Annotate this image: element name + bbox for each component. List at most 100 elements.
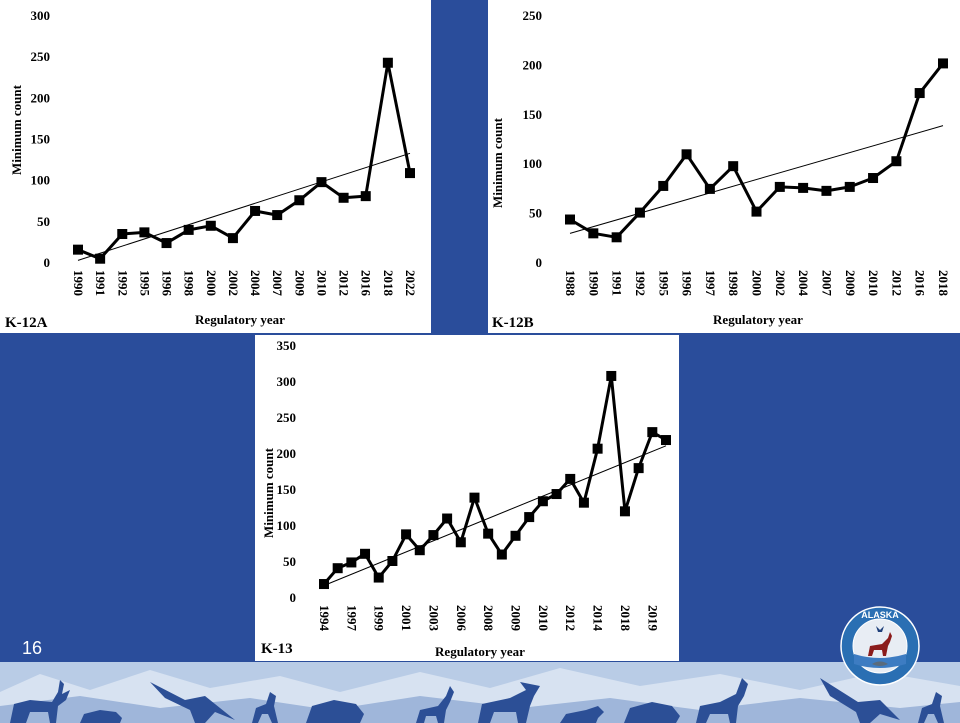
data-point	[611, 232, 622, 243]
data-point	[401, 529, 412, 540]
goat-icon	[918, 692, 944, 723]
x-tick-label: 1996	[160, 270, 175, 297]
data-point	[161, 238, 172, 249]
data-point	[798, 182, 809, 193]
y-tick-label: 0	[536, 255, 543, 270]
x-tick-label: 2012	[889, 270, 904, 296]
data-point	[360, 191, 371, 202]
data-point	[469, 492, 480, 503]
data-point	[537, 496, 548, 507]
bear-icon	[80, 710, 122, 723]
x-tick-label: 2003	[426, 605, 441, 632]
x-tick-label: 2018	[936, 270, 951, 297]
data-point	[117, 229, 128, 240]
x-tick-label: 2019	[645, 605, 660, 632]
x-tick-label: 2022	[403, 270, 418, 296]
data-point	[483, 528, 494, 539]
x-tick-label: 2006	[454, 605, 469, 632]
y-axis-title: Minimum count	[9, 84, 24, 175]
data-point	[661, 435, 671, 446]
data-point	[578, 497, 589, 508]
caribou-icon	[696, 678, 748, 723]
caribou-icon	[10, 680, 70, 723]
y-tick-label: 50	[37, 214, 50, 229]
data-point	[428, 530, 439, 541]
x-tick-label: 2009	[843, 270, 858, 297]
data-point	[633, 463, 644, 474]
x-tick-label: 2008	[481, 605, 496, 632]
data-point	[868, 173, 879, 184]
y-tick-label: 200	[31, 90, 51, 105]
y-tick-label: 100	[277, 518, 297, 533]
y-tick-label: 0	[290, 590, 297, 605]
data-point	[704, 183, 715, 194]
data-point	[592, 443, 603, 454]
x-tick-label: 1991	[610, 270, 625, 296]
data-point	[405, 168, 415, 179]
data-point	[524, 512, 535, 523]
data-point	[681, 149, 692, 160]
y-axis-title: Minimum count	[261, 447, 276, 538]
data-point	[844, 181, 855, 192]
caribou-icon	[416, 686, 454, 723]
data-point	[316, 177, 327, 188]
chart-panel-k12b: Minimum count Regulatory year K-12B 0 50 1…	[488, 0, 960, 333]
data-point	[821, 185, 832, 196]
wolf-icon	[560, 706, 604, 723]
x-tick-label: 2001	[399, 605, 414, 631]
data-point	[95, 253, 106, 264]
data-point	[73, 244, 83, 255]
data-point	[565, 473, 576, 484]
trend-line	[323, 445, 667, 586]
x-tick-label: 1999	[372, 605, 387, 632]
x-tick-label: 1996	[680, 270, 695, 297]
data-point	[588, 228, 599, 239]
goat-icon	[252, 692, 278, 723]
chart-panel-k12a: Minimum count Regulatory year K-12A 0 50 1…	[0, 0, 431, 333]
data-point	[914, 88, 925, 99]
data-point	[205, 220, 216, 231]
y-tick-label: 250	[523, 8, 543, 23]
data-point	[360, 548, 371, 559]
x-tick-label: 1997	[344, 605, 359, 632]
x-tick-label: 1990	[586, 270, 601, 296]
wildlife-banner	[0, 662, 960, 723]
data-point	[346, 557, 357, 568]
y-tick-label: 0	[44, 255, 51, 270]
x-tick-label: 1990	[71, 270, 86, 296]
x-tick-label: 2000	[750, 270, 765, 296]
bear-icon	[306, 700, 364, 723]
data-point	[619, 506, 630, 517]
y-tick-label: 300	[277, 374, 297, 389]
x-tick-label: 1992	[115, 270, 130, 296]
x-tick-label: 2004	[248, 270, 263, 297]
eagle-icon	[820, 678, 900, 723]
x-tick-label: 2012	[337, 270, 352, 296]
x-tick-label: 1998	[182, 270, 197, 297]
x-tick-label: 2010	[536, 605, 551, 631]
y-tick-label: 150	[523, 107, 543, 122]
x-tick-label: 1998	[726, 270, 741, 297]
caribou-icon	[868, 632, 892, 656]
x-tick-label: 1995	[656, 270, 671, 297]
x-tick-label: 2009	[509, 605, 524, 632]
chart-k12a: Minimum count Regulatory year K-12A 0 50 1…	[5, 8, 418, 331]
data-point	[774, 181, 785, 192]
y-tick-label: 50	[529, 206, 542, 221]
x-tick-label: 2002	[226, 270, 241, 296]
series-line	[322, 374, 667, 585]
data-point	[139, 227, 150, 238]
bear-icon	[624, 702, 680, 723]
data-point	[728, 161, 739, 172]
data-point	[382, 57, 393, 68]
slide-number: 16	[22, 638, 43, 658]
x-tick-label: 2000	[204, 270, 219, 296]
x-tick-label: 2016	[913, 270, 928, 297]
bird-icon	[876, 626, 884, 632]
x-tick-label: 1992	[633, 270, 648, 296]
y-tick-label: 150	[31, 132, 51, 147]
y-tick-label: 250	[31, 49, 51, 64]
x-axis-title: Regulatory year	[195, 312, 285, 327]
data-point	[332, 563, 343, 574]
x-tick-label: 2002	[773, 270, 788, 296]
